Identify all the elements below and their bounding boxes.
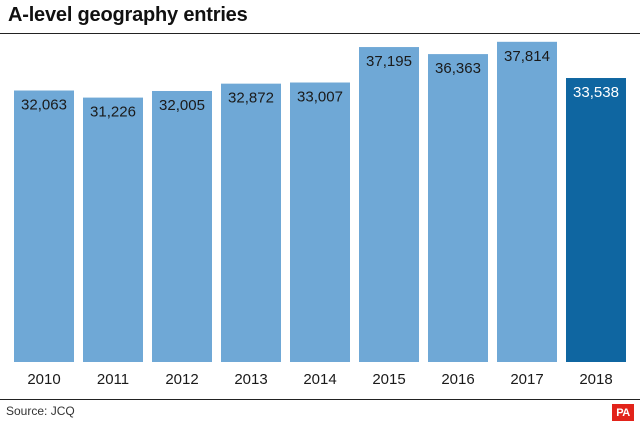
bar-2010 bbox=[14, 90, 74, 363]
bar-2012 bbox=[152, 90, 212, 363]
source-note: Source: JCQ bbox=[6, 404, 75, 418]
x-tick-label-2011: 2011 bbox=[97, 371, 129, 388]
data-label-2016: 36,363 bbox=[435, 60, 481, 77]
bar-2013 bbox=[221, 83, 281, 362]
x-tick-label-2012: 2012 bbox=[165, 371, 198, 388]
bar-2016 bbox=[428, 54, 488, 362]
bar-chart: 32,063 2010 31,226 2011 32,005 2012 32,872 2013… bbox=[14, 41, 626, 388]
x-tick-label-2018: 2018 bbox=[579, 371, 612, 388]
data-label-2012: 32,005 bbox=[159, 97, 205, 114]
x-tick-label-2016: 2016 bbox=[441, 371, 474, 388]
data-label-2010: 32,063 bbox=[21, 97, 67, 114]
title-divider bbox=[0, 33, 640, 34]
data-label-2015: 37,195 bbox=[366, 53, 412, 70]
x-tick-label-2010: 2010 bbox=[27, 371, 60, 388]
data-label-2013: 32,872 bbox=[228, 90, 274, 107]
bar-2014 bbox=[290, 82, 350, 363]
x-tick-label-2014: 2014 bbox=[303, 371, 336, 388]
x-tick-label-2015: 2015 bbox=[372, 371, 405, 388]
pa-logo: PA bbox=[612, 404, 634, 421]
bar-2017 bbox=[497, 41, 557, 363]
bar-2015 bbox=[359, 47, 419, 362]
bar-2011 bbox=[83, 97, 143, 362]
bar-2018 bbox=[566, 78, 626, 362]
data-label-2011: 31,226 bbox=[90, 104, 136, 121]
data-label-2018: 33,538 bbox=[573, 84, 619, 101]
chart-title: A-level geography entries bbox=[8, 4, 248, 26]
x-tick-label-2017: 2017 bbox=[510, 371, 543, 388]
x-tick-label-2013: 2013 bbox=[234, 371, 267, 388]
footer-divider bbox=[0, 399, 640, 400]
data-label-2014: 33,007 bbox=[297, 89, 343, 106]
data-label-2017: 37,814 bbox=[504, 48, 550, 65]
